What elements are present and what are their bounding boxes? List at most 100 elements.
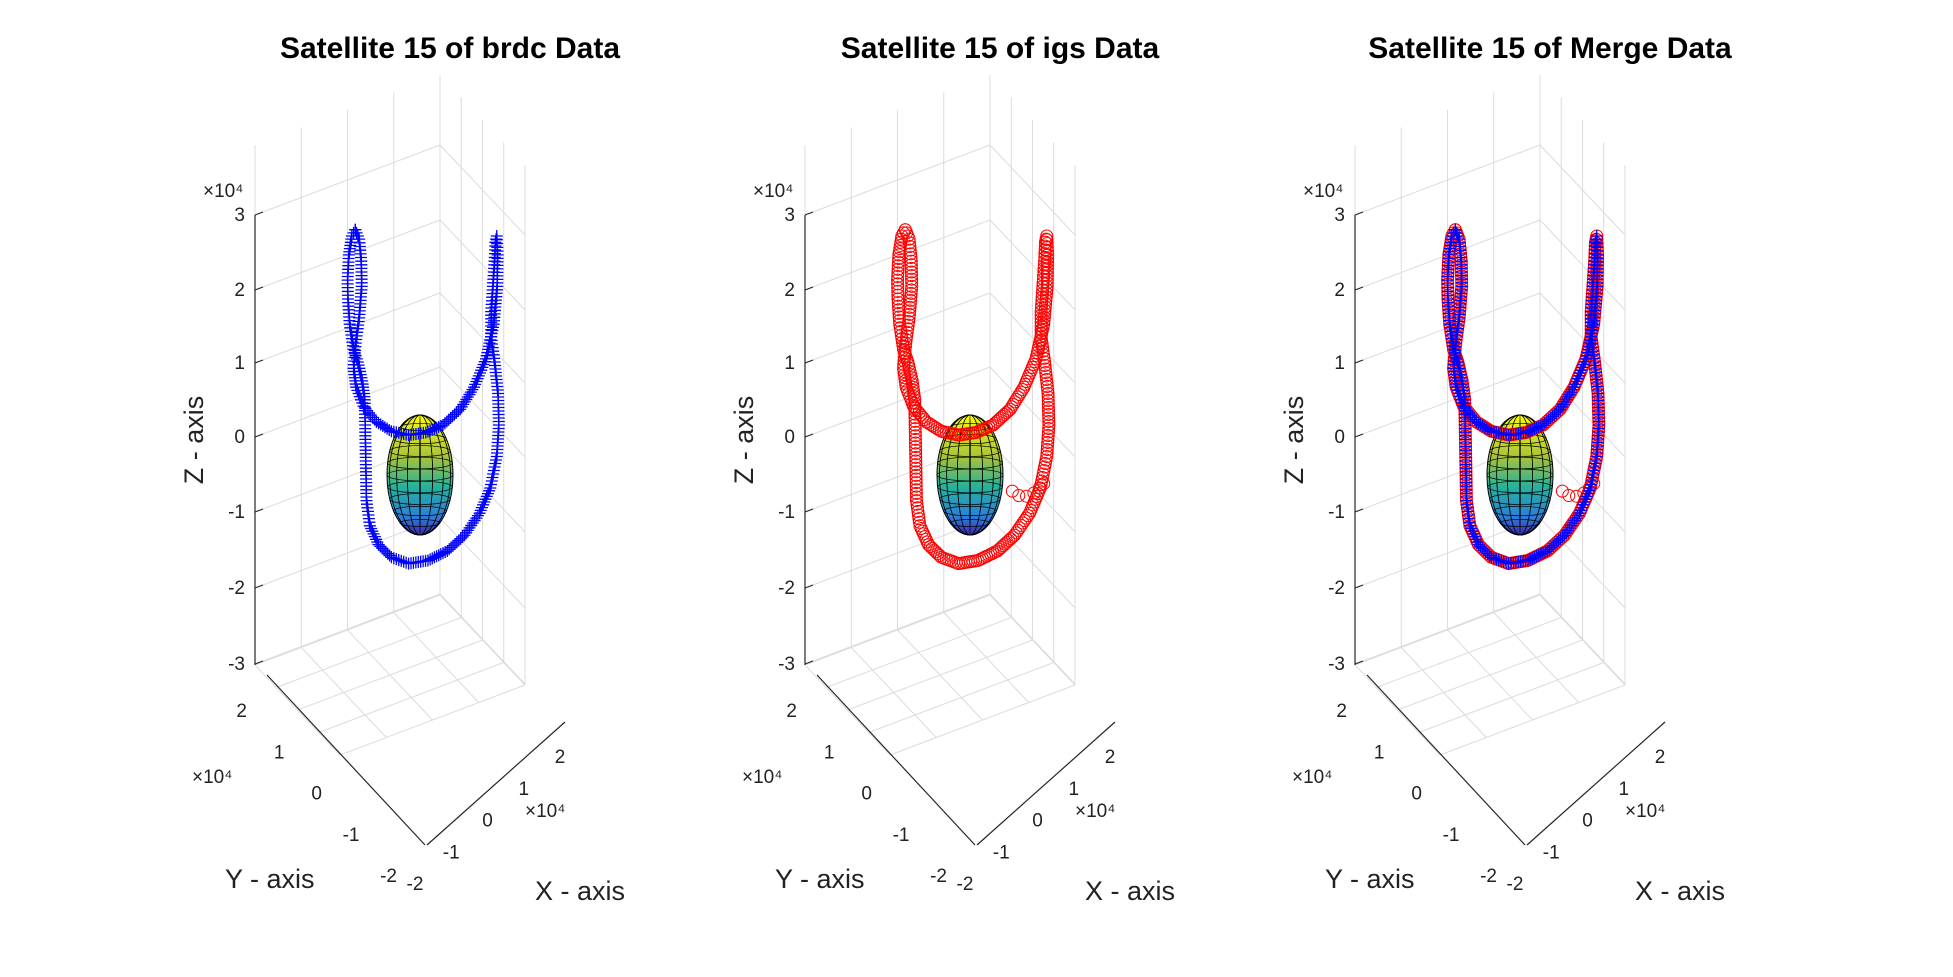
- data-point: [1037, 261, 1051, 275]
- y-tick-label: 0: [311, 784, 322, 805]
- data-point: [904, 283, 918, 297]
- chart-title: Satellite 15 of Merge Data: [1368, 32, 1732, 65]
- y-axis-line: [266, 674, 426, 846]
- data-point: [1039, 293, 1053, 307]
- data-point: [1041, 397, 1055, 411]
- data-point: [909, 465, 923, 479]
- data-point: [895, 335, 909, 349]
- z-exponent: ×10⁴: [1303, 181, 1343, 202]
- data-point: [1041, 432, 1055, 446]
- data-point: [1034, 305, 1048, 319]
- grid-line: [297, 639, 483, 711]
- data-point: [1041, 387, 1055, 400]
- data-point: [1572, 369, 1585, 382]
- x-axis-label: X - axis: [1085, 876, 1175, 906]
- data-point: [1032, 481, 1046, 495]
- data-point: [365, 522, 378, 535]
- z-tick-label: 0: [1334, 427, 1345, 448]
- data-point: [902, 307, 916, 321]
- data-point: [1492, 554, 1505, 566]
- data-point: [911, 508, 925, 522]
- data-point: [1042, 408, 1056, 421]
- z-tick-label: 1: [1334, 353, 1345, 374]
- data-point: [457, 398, 470, 411]
- series-2: [1005, 477, 1051, 503]
- z-tick-mark: [804, 660, 814, 665]
- z-tick-label: -2: [778, 578, 795, 599]
- z-tick-mark: [1354, 660, 1364, 665]
- z-tick-label: -1: [228, 502, 245, 523]
- series-3: [1441, 223, 1605, 570]
- x-tick-label: -2: [957, 874, 974, 895]
- data-point: [891, 281, 905, 295]
- data-point: [1574, 504, 1587, 517]
- data-point: [466, 517, 479, 529]
- data-point: [366, 525, 379, 538]
- data-point: [893, 317, 907, 331]
- grid-line: [1539, 594, 1626, 686]
- earth-parallel: [1499, 519, 1541, 527]
- data-point: [1554, 403, 1567, 416]
- earth-meridian: [1489, 414, 1551, 536]
- data-point: [903, 304, 917, 318]
- data-point: [1472, 538, 1485, 551]
- data-point: [1036, 344, 1050, 358]
- data-point: [904, 290, 918, 304]
- data-point: [1040, 233, 1054, 247]
- data-point: [487, 464, 500, 477]
- data-point: [471, 372, 484, 385]
- data-point: [1037, 269, 1051, 283]
- z-tick-mark: [804, 286, 814, 291]
- data-point: [464, 386, 477, 399]
- data-point: [390, 553, 403, 566]
- data-point: [1562, 489, 1576, 503]
- data-point: [1037, 351, 1051, 365]
- z-tick-mark: [1354, 433, 1364, 438]
- data-point: [1034, 330, 1048, 344]
- data-point: [480, 490, 493, 503]
- data-point: [1034, 323, 1048, 337]
- y-tick-label: 0: [1411, 784, 1422, 805]
- earth-meridian: [939, 414, 1001, 536]
- data-point: [1560, 393, 1573, 406]
- earth-parallel: [943, 505, 997, 517]
- data-point: [891, 288, 905, 302]
- data-point: [1583, 484, 1596, 497]
- data-point: [909, 483, 923, 497]
- x-axis-line: [1526, 721, 1666, 846]
- data-point: [1042, 418, 1056, 432]
- data-point: [345, 230, 358, 242]
- data-point: [1445, 230, 1458, 242]
- data-point: [477, 498, 490, 511]
- data-point: [897, 226, 911, 240]
- data-point: [1502, 557, 1515, 570]
- data-point: [1495, 554, 1508, 567]
- grid-line: [439, 594, 526, 686]
- y-exponent: ×10⁴: [192, 767, 232, 788]
- earth-parallel: [399, 519, 441, 527]
- data-point: [1042, 422, 1056, 435]
- data-point: [468, 514, 481, 527]
- grid-line: [1493, 612, 1580, 703]
- chart-title: Satellite 15 of igs Data: [841, 32, 1160, 65]
- z-tick-label: -2: [228, 578, 245, 599]
- data-point: [904, 254, 918, 268]
- x-tick-label: 2: [1105, 747, 1116, 768]
- data-point: [1450, 352, 1463, 365]
- data-point: [469, 378, 482, 391]
- x-tick-label: -1: [1543, 842, 1560, 863]
- data-point: [1035, 287, 1049, 301]
- data-point: [909, 461, 923, 475]
- x-tick-label: 0: [1582, 811, 1593, 832]
- data-point: [467, 381, 480, 394]
- data-point: [1042, 411, 1056, 425]
- data-point: [368, 530, 381, 543]
- y-tick-label: 2: [236, 701, 247, 722]
- data-point: [392, 554, 405, 566]
- data-point: [1557, 398, 1570, 411]
- data-point: [1561, 524, 1574, 537]
- data-point: [1563, 521, 1576, 534]
- data-point: [1555, 484, 1569, 498]
- data-point: [1587, 321, 1600, 334]
- data-point: [910, 501, 924, 515]
